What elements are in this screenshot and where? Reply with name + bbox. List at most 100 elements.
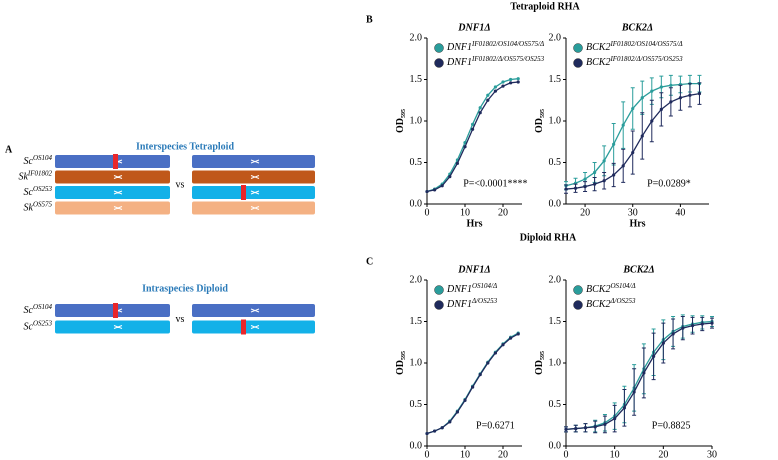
data-point (631, 150, 635, 155)
chromosome (192, 304, 315, 317)
chromosome (55, 170, 170, 184)
data-point (440, 184, 444, 188)
chromosome (192, 170, 315, 184)
data-point (583, 177, 587, 181)
x-tick-label: 20 (580, 207, 590, 218)
data-point (486, 98, 490, 102)
data-point (425, 189, 429, 194)
row-label-name: Sc (23, 187, 33, 198)
panel-label: C (366, 256, 373, 267)
chart-title: BCK2Δ (622, 264, 654, 275)
y-axis-label-main: OD (395, 118, 406, 133)
annotation: P=0.8825 (652, 420, 691, 431)
y-axis-label: OD595 (534, 351, 546, 375)
centromere (250, 325, 260, 329)
data-point (455, 161, 459, 165)
y-axis-label: OD595 (395, 109, 407, 133)
mutation (241, 185, 246, 200)
y-tick-label: 1.5 (410, 316, 423, 327)
chromosome (192, 320, 315, 334)
row-label-name: Sk (23, 203, 33, 214)
x-tick-label: 0 (425, 449, 430, 460)
annotation: P=<0.0001**** (463, 178, 527, 189)
legend-sup: OS104/Δ (472, 282, 497, 290)
y-tick-label: 1.0 (549, 357, 562, 368)
mutation (241, 319, 246, 335)
data-point (478, 106, 482, 110)
data-point (574, 426, 578, 431)
y-axis-label-sub: 595 (401, 109, 407, 118)
data-point (652, 354, 656, 358)
data-point (669, 100, 673, 104)
series-line (565, 320, 713, 431)
data-point (478, 111, 482, 115)
data-point (573, 186, 578, 190)
section-title: Diploid RHA (520, 232, 577, 243)
centromere (113, 175, 123, 179)
data-point (425, 431, 429, 436)
data-point (659, 107, 663, 111)
legend-sup: IF01802/Δ/OS575/OS253 (609, 55, 683, 63)
chart-title: DNF1Δ (457, 22, 490, 33)
data-point (593, 182, 597, 186)
chromosome (192, 155, 315, 168)
y-tick-label: 0.5 (410, 399, 423, 410)
data-point (671, 332, 675, 336)
data-point (593, 170, 597, 175)
mutation (113, 303, 118, 318)
centromere (113, 325, 123, 329)
row-label-sup: OS253 (33, 319, 53, 327)
data-point (631, 106, 635, 111)
data-point (613, 417, 617, 421)
y-tick-label: 2.0 (549, 274, 562, 285)
x-tick-label: 30 (707, 449, 717, 460)
data-point (448, 420, 452, 424)
data-point (493, 85, 497, 89)
data-point (516, 80, 520, 84)
row-label: ScOS253 (23, 185, 52, 199)
mutation (113, 154, 118, 169)
data-point (688, 93, 692, 97)
legend-name: BCK2 (586, 299, 610, 310)
data-point (463, 145, 467, 149)
y-tick-label: 0.0 (410, 198, 423, 209)
chromosome (55, 320, 170, 334)
legend-marker (434, 43, 444, 53)
legend-marker (434, 285, 444, 295)
data-point (612, 142, 616, 146)
group-title: Intraspecies Diploid (142, 283, 228, 294)
row-label: SkIF01802 (18, 169, 52, 183)
row-label: ScOS104 (23, 154, 52, 168)
x-tick-label: 10 (460, 207, 470, 218)
data-point (661, 341, 665, 345)
y-tick-label: 0.0 (410, 440, 423, 451)
panel-label: A (5, 144, 13, 155)
y-tick-label: 0.0 (549, 198, 562, 209)
row-label-name: Sk (18, 172, 28, 183)
data-point (463, 398, 467, 402)
x-tick-label: 20 (498, 449, 508, 460)
series-line (565, 322, 713, 431)
data-point (650, 89, 654, 93)
data-point (690, 324, 695, 328)
row-label: ScOS253 (23, 319, 52, 333)
chromosome (55, 186, 170, 199)
centromere (113, 206, 123, 210)
centromere (250, 308, 260, 313)
y-axis-label: OD595 (395, 351, 407, 375)
legend-name: DNF1 (446, 299, 472, 310)
data-point (583, 426, 588, 430)
data-point (486, 361, 490, 365)
y-axis-label-main: OD (534, 360, 545, 375)
annotation: P=0.6271 (476, 420, 515, 431)
x-tick-label: 10 (460, 449, 470, 460)
data-point (678, 96, 683, 100)
legend-sup: Δ/OS253 (471, 297, 498, 305)
data-point (516, 332, 520, 336)
x-tick-label: 0 (564, 449, 569, 460)
legend-name: BCK2 (586, 57, 610, 68)
data-point (471, 385, 475, 389)
row-label-sup: OS575 (33, 200, 53, 208)
chart-title: DNF1Δ (457, 264, 490, 275)
data-point (440, 426, 444, 430)
